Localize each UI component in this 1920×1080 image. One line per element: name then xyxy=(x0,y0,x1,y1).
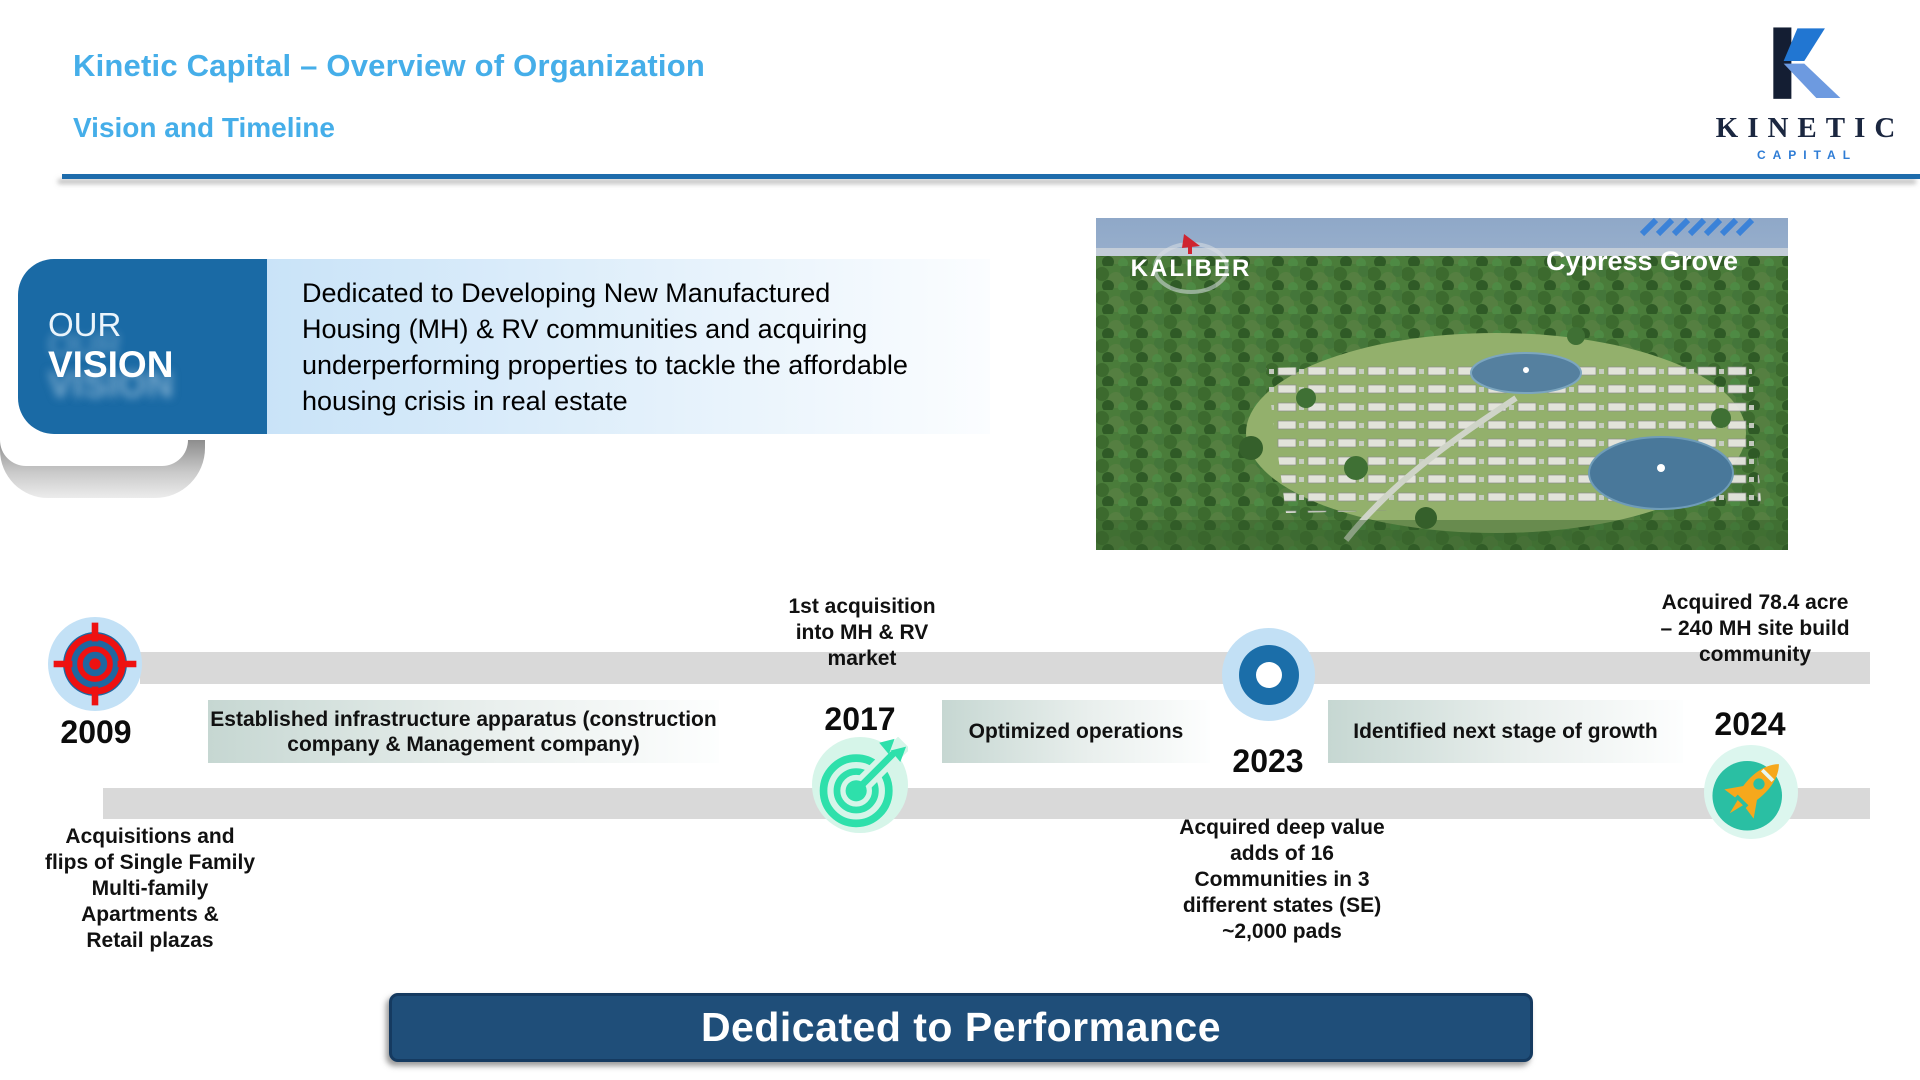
phase-identified-next-stage: Identified next stage of growth xyxy=(1328,700,1683,763)
page-subtitle: Vision and Timeline xyxy=(73,112,335,143)
phase-established-infrastructure: Established infrastructure apparatus (co… xyxy=(208,700,719,763)
timeline-bar-top xyxy=(140,652,1870,684)
kaliber-logo-text: KALIBER xyxy=(1131,255,1252,282)
milestone-2009-marker xyxy=(48,617,142,711)
milestone-2024-marker xyxy=(1704,745,1798,839)
milestone-2017-note: 1st acquisition into MH & RV market xyxy=(788,595,936,670)
rocket-icon xyxy=(1712,760,1783,831)
blue-slashes-decoration xyxy=(1639,218,1755,237)
banner-text: Dedicated to Performance xyxy=(700,1004,1222,1050)
milestone-2009-year: 2009 xyxy=(60,714,132,750)
milestone-2023-note: Acquired deep value adds of 16 Communiti… xyxy=(1179,816,1385,943)
milestone-2023-marker xyxy=(1222,628,1315,721)
vision-label-vision: VISION xyxy=(48,344,174,386)
vision-label-our: OUR xyxy=(48,306,122,344)
timeline-bar-bottom xyxy=(103,788,1870,819)
kaliber-logo: KALIBER xyxy=(1131,234,1252,294)
community-name-label: Cypress Grove xyxy=(1546,246,1738,276)
milestone-2017-year: 2017 xyxy=(824,701,896,737)
kinetic-k-logo-icon xyxy=(1773,27,1841,99)
logo-wordmark: KINETIC xyxy=(1715,112,1905,144)
page-title: Kinetic Capital – Overview of Organizati… xyxy=(73,48,705,83)
vision-shadow-carve xyxy=(0,440,188,466)
vision-statement-panel: Dedicated to Developing New Manufactured… xyxy=(267,259,990,434)
header-divider xyxy=(62,174,1920,179)
milestone-2009-note: Acquisitions and flips of Single Family … xyxy=(44,825,256,952)
phase-optimized-operations: Optimized operations xyxy=(942,700,1210,763)
vision-statement: Dedicated to Developing New Manufactured… xyxy=(302,277,908,416)
milestone-2023-year: 2023 xyxy=(1232,743,1304,779)
logo-subtext: CAPITAL xyxy=(1756,148,1858,162)
milestone-2024-note: Acquired 78.4 acre – 240 MH site build c… xyxy=(1660,591,1850,666)
dedicated-to-performance-banner: Dedicated to Performance xyxy=(389,993,1533,1062)
donut-marker-icon xyxy=(1238,644,1299,705)
our-vision-box: OUR VISION xyxy=(18,259,267,434)
community-aerial-image: KALIBER Cypress Grove xyxy=(1096,218,1788,550)
dart-target-icon xyxy=(819,736,911,828)
red-target-icon xyxy=(53,622,137,706)
milestone-2017-marker xyxy=(812,736,911,833)
milestone-2024-year: 2024 xyxy=(1714,706,1786,742)
